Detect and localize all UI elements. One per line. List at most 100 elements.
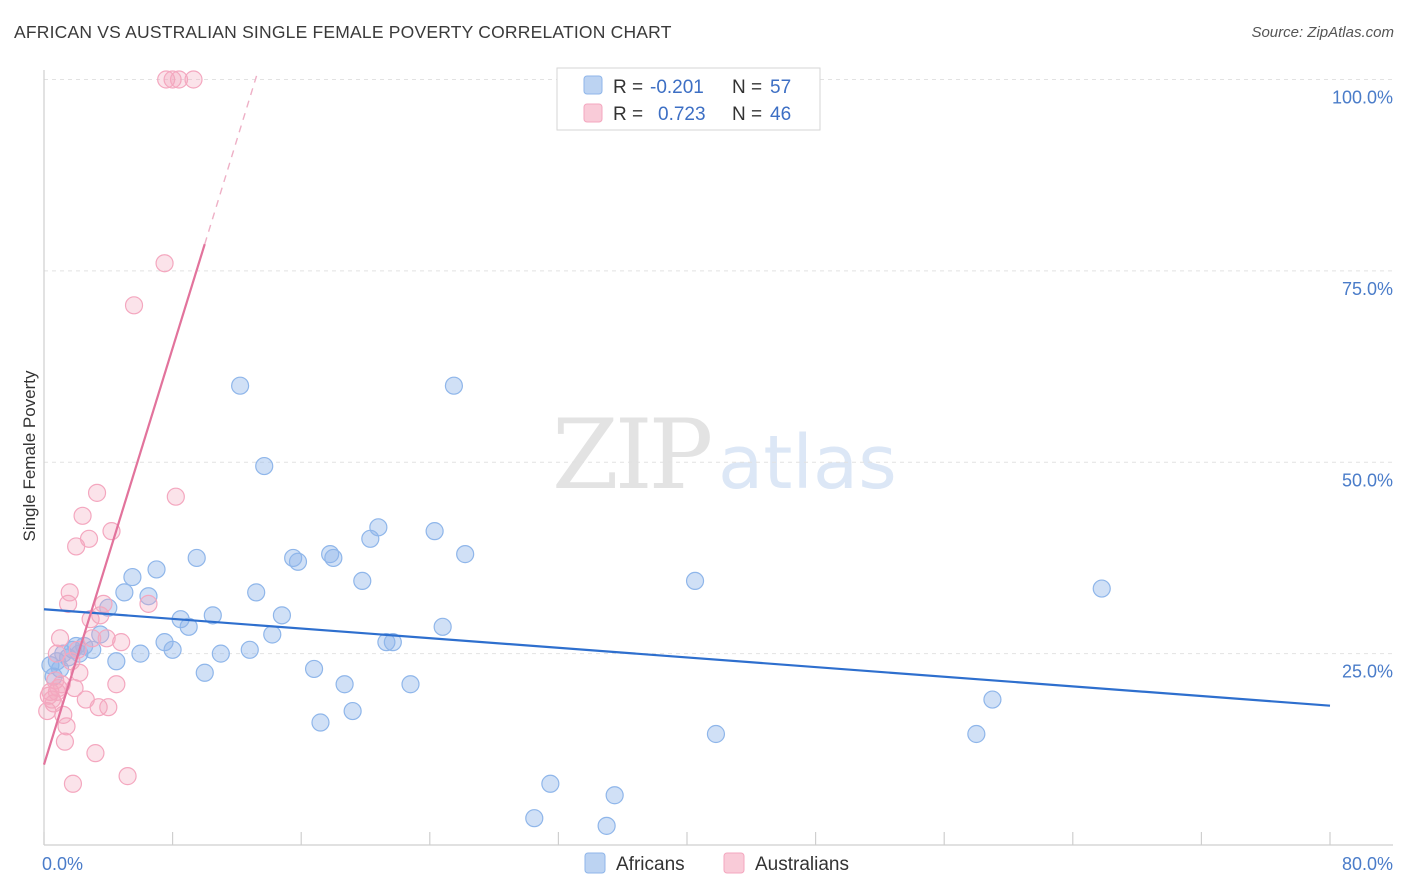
- australian-point-32: [112, 633, 131, 652]
- legend-n-label-africans: N =: [732, 77, 762, 98]
- y-tick-label-25: 25.0%: [1342, 662, 1393, 682]
- y-tick-label-50: 50.0%: [1342, 470, 1393, 490]
- watermark-atlas: atlas: [718, 420, 897, 506]
- african-point-27: [231, 376, 250, 395]
- african-point-57: [967, 724, 986, 744]
- australian-point-12: [59, 594, 78, 613]
- african-point-34: [288, 552, 308, 571]
- legend-n-label-australians: N =: [732, 104, 762, 125]
- australian-point-26: [91, 606, 110, 625]
- african-point-29: [247, 583, 266, 602]
- legend-r-value-africans: -0.201: [650, 77, 704, 98]
- african-point-47: [425, 522, 444, 541]
- watermark: ZIP atlas: [552, 399, 897, 511]
- african-point-43: [369, 518, 388, 537]
- australian-point-36: [155, 254, 174, 273]
- african-point-31: [263, 625, 282, 644]
- african-point-59: [1092, 579, 1111, 598]
- african-point-48: [433, 617, 452, 636]
- african-point-30: [255, 456, 274, 476]
- y-tick-label-75: 75.0%: [1342, 279, 1393, 299]
- african-point-36: [311, 713, 330, 732]
- african-point-58: [983, 690, 1002, 709]
- african-point-32: [272, 606, 292, 625]
- african-point-16: [131, 644, 150, 663]
- african-point-55: [685, 571, 705, 591]
- african-point-46: [401, 675, 420, 694]
- australians-trend-extension: [204, 71, 259, 245]
- chart-title: AFRICAN VS AUSTRALIAN SINGLE FEMALE POVE…: [14, 22, 672, 42]
- african-point-17: [139, 587, 158, 606]
- series-legend-label-australians: Australians: [755, 854, 849, 875]
- australians-trend-line: [42, 243, 206, 765]
- african-point-14: [115, 583, 134, 602]
- australian-point-45: [65, 678, 84, 698]
- australian-point-33: [118, 767, 137, 786]
- african-point-53: [605, 786, 624, 805]
- african-point-51: [525, 809, 544, 828]
- australian-point-23: [86, 744, 105, 763]
- african-point-54: [597, 816, 616, 835]
- australian-point-35: [139, 594, 158, 613]
- x-tick-label-0: 0.0%: [42, 854, 83, 874]
- watermark-zip: ZIP: [552, 399, 711, 511]
- australian-point-42: [47, 644, 66, 663]
- series-legend-label-africans: Africans: [616, 854, 685, 875]
- australian-point-10: [55, 732, 74, 751]
- australian-point-27: [94, 594, 113, 613]
- african-point-22: [179, 617, 198, 636]
- african-point-15: [123, 567, 142, 587]
- chart-source: Source: ZipAtlas.com: [1251, 24, 1394, 41]
- african-point-40: [343, 701, 362, 721]
- legend-swatch-australians: [583, 103, 603, 123]
- australian-point-29: [99, 698, 118, 717]
- gridlines: [44, 79, 1393, 655]
- african-point-41: [353, 571, 372, 591]
- australian-point-34: [124, 296, 144, 315]
- african-point-56: [706, 724, 726, 744]
- australian-point-41: [184, 70, 203, 89]
- australian-point-31: [107, 675, 126, 694]
- series-legend-swatch-africans: [584, 852, 606, 874]
- australian-point-40: [169, 70, 189, 89]
- trend-lines: [42, 71, 1331, 765]
- legend-n-value-australians: 46: [770, 104, 791, 125]
- african-point-28: [240, 640, 259, 659]
- australian-point-25: [89, 698, 108, 717]
- x-tick-label-80: 80.0%: [1342, 854, 1393, 874]
- y-tick-labels: 25.0% 50.0% 75.0% 100.0%: [1332, 88, 1393, 682]
- australian-point-21: [79, 529, 99, 548]
- data-points: [38, 70, 1111, 835]
- african-point-18: [147, 560, 166, 579]
- australian-point-8: [50, 629, 70, 648]
- australian-point-38: [157, 70, 176, 89]
- australian-point-19: [73, 506, 92, 525]
- africans-trend-line: [43, 608, 1331, 707]
- australian-point-24: [87, 483, 107, 502]
- african-point-39: [335, 675, 354, 694]
- african-point-13: [107, 652, 126, 671]
- australian-point-11: [57, 717, 76, 736]
- african-point-52: [541, 774, 560, 793]
- african-point-50: [456, 545, 475, 564]
- african-point-23: [187, 548, 206, 568]
- legend-n-value-africans: 57: [770, 77, 791, 98]
- african-point-49: [444, 376, 464, 395]
- african-point-20: [163, 640, 182, 659]
- y-axis-label: Single Female Poverty: [20, 370, 39, 542]
- series-legend: Africans Australians: [584, 852, 849, 875]
- african-point-26: [211, 644, 230, 663]
- australian-point-39: [163, 70, 182, 89]
- australian-point-13: [60, 583, 79, 602]
- australian-point-37: [166, 487, 185, 506]
- legend-r-label-africans: R =: [613, 77, 643, 98]
- x-tick-labels: 0.0% 80.0%: [42, 854, 1393, 874]
- series-legend-swatch-australians: [723, 852, 745, 874]
- correlation-legend: R = -0.201 N = 57 R = 0.723 N = 46: [556, 67, 821, 131]
- legend-swatch-africans: [583, 75, 603, 95]
- australian-point-28: [97, 629, 116, 648]
- african-point-44: [377, 633, 396, 652]
- y-tick-label-100: 100.0%: [1332, 88, 1393, 108]
- australian-point-15: [63, 774, 83, 793]
